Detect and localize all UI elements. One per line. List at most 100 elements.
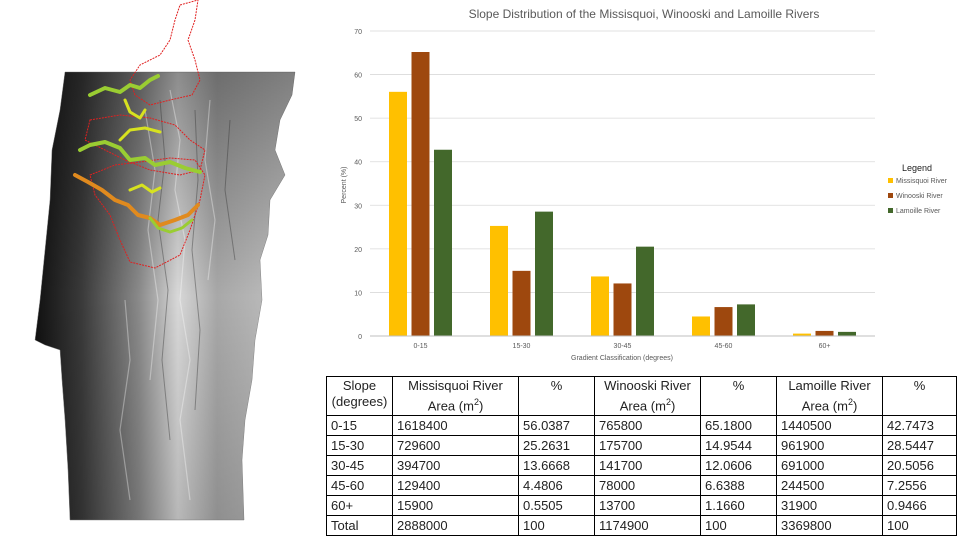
table-cell: 2888000	[392, 515, 519, 537]
x-tick-label: 15-30	[513, 343, 531, 350]
table-cell: 56.0387	[518, 415, 595, 437]
bar-winooski-river-0-15	[411, 52, 430, 336]
legend: Legend Missisquoi River Winooski River Lam…	[888, 163, 948, 215]
legend-label: Missisquoi River	[896, 178, 948, 185]
x-tick-label: 45-60	[715, 343, 733, 350]
table-cell: 15-30	[326, 435, 393, 457]
winooski-river-tributary	[128, 183, 162, 194]
y-tick-label: 40	[354, 160, 362, 167]
x-tick-label: 0-15	[413, 343, 427, 350]
bar-lamoille-river-0-15	[434, 149, 452, 336]
table-header-cell: Missisquoi River Area (m2)	[392, 375, 519, 417]
table-cell: 1174900	[594, 515, 701, 537]
bar-missisquoi-river-45-60	[692, 316, 710, 336]
lamoille-river	[78, 140, 202, 174]
y-tick-label: 0	[358, 334, 362, 341]
table-cell: 30-45	[326, 455, 393, 477]
table-cell: 31900	[776, 495, 883, 517]
y-tick-label: 20	[354, 247, 362, 254]
table-cell: 4.4806	[518, 475, 595, 497]
terrain-texture	[119, 89, 216, 501]
elevation-map	[34, 0, 296, 521]
bar-lamoille-river-45-60	[737, 304, 755, 336]
bar-winooski-river-60+	[815, 330, 834, 336]
table-cell: 60+	[326, 495, 393, 517]
table-cell: 45-60	[326, 475, 393, 497]
winooski-river	[73, 173, 200, 227]
table-cell: 175700	[594, 435, 701, 457]
table-cell: 765800	[594, 415, 701, 437]
table-cell: 129400	[392, 475, 519, 497]
table-header-cell: Slope (degrees)	[326, 375, 393, 417]
table-cell: 7.2556	[882, 475, 957, 497]
table-cell: 0.9466	[882, 495, 957, 517]
table-cell: 78000	[594, 475, 701, 497]
bar-winooski-river-30-45	[613, 283, 632, 336]
table-cell: 0.5505	[518, 495, 595, 517]
missisquoi-watershed	[129, 0, 201, 106]
bar-missisquoi-river-0-15	[389, 91, 407, 336]
chart-title: Slope Distribution of the Missisquoi, Wi…	[469, 7, 820, 21]
bar-missisquoi-river-30-45	[591, 276, 609, 336]
y-axis-label: Percent (%)	[341, 167, 348, 204]
table-cell: 3369800	[776, 515, 883, 537]
bar-series	[389, 52, 856, 336]
lamoille-watershed	[84, 114, 206, 176]
table-cell: 65.1800	[700, 415, 777, 437]
x-axis-ticks: 0-15 15-30 30-45 45-60 60+	[413, 343, 830, 350]
legend-swatch	[888, 178, 893, 183]
terrain-valleys	[157, 99, 236, 441]
table-cell: 25.2631	[518, 435, 595, 457]
bar-winooski-river-15-30	[512, 270, 531, 336]
table-body: 0-15 1618400 56.0387 765800 65.1800 1440500 42…	[326, 415, 957, 537]
bar-missisquoi-river-15-30	[490, 225, 508, 336]
table-cell: 6.6388	[700, 475, 777, 497]
table-row: Total 2888000 100 1174900 100 3369800 100	[326, 515, 957, 537]
bar-lamoille-river-60+	[838, 331, 856, 336]
table-cell: 28.5447	[882, 435, 957, 457]
legend-title: Legend	[902, 163, 932, 173]
table-header-row: Slope (degrees) Missisquoi River Area (m2)%…	[326, 375, 957, 417]
y-gridlines	[370, 30, 875, 293]
table-cell: 1.1660	[700, 495, 777, 517]
table-cell: 244500	[776, 475, 883, 497]
table-cell: 100	[882, 515, 957, 537]
bar-lamoille-river-15-30	[535, 211, 553, 336]
table-cell: 14.9544	[700, 435, 777, 457]
table-cell: 15900	[392, 495, 519, 517]
table-cell: 394700	[392, 455, 519, 477]
legend-label: Lamoille River	[896, 208, 941, 215]
y-axis-ticks: 0 10 20 30 40 50 60 70	[354, 29, 362, 341]
bar-winooski-river-45-60	[714, 307, 733, 336]
table-header-cell: %	[700, 375, 777, 417]
table-row: 30-45 394700 13.6668 141700 12.0606 691000 20.…	[326, 455, 957, 477]
legend-label: Winooski River	[896, 193, 943, 200]
y-tick-label: 10	[354, 290, 362, 297]
x-axis-label: Gradient Classification (degrees)	[571, 355, 673, 362]
x-tick-label: 60+	[819, 343, 831, 350]
missisquoi-river-tributary	[123, 98, 147, 120]
lamoille-river-tributary	[118, 126, 162, 142]
table-cell: 100	[700, 515, 777, 537]
table-row: 45-60 129400 4.4806 78000 6.6388 244500 7.2556	[326, 475, 957, 497]
legend-swatch	[888, 193, 893, 198]
table-cell: 13700	[594, 495, 701, 517]
table-cell: 42.7473	[882, 415, 957, 437]
table-cell: 12.0606	[700, 455, 777, 477]
table-header-cell: %	[882, 375, 957, 417]
table-cell: 0-15	[326, 415, 393, 437]
table-cell: Total	[326, 515, 393, 537]
y-tick-label: 50	[354, 116, 362, 123]
table-cell: 691000	[776, 455, 883, 477]
table-cell: 141700	[594, 455, 701, 477]
table-cell: 1440500	[776, 415, 883, 437]
table-cell: 729600	[392, 435, 519, 457]
table-row: 60+ 15900 0.5505 13700 1.1660 31900 0.9466	[326, 495, 957, 517]
missisquoi-river	[88, 74, 160, 97]
table-cell: 20.5056	[882, 455, 957, 477]
table-cell: 1618400	[392, 415, 519, 437]
x-tick-label: 30-45	[614, 343, 632, 350]
relief-shading	[35, 72, 295, 520]
legend-swatch	[888, 208, 893, 213]
watershed-boundaries	[84, 0, 206, 269]
